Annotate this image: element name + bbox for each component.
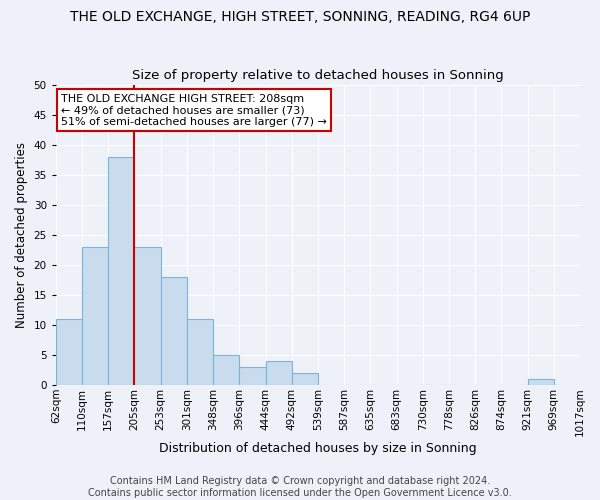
Text: THE OLD EXCHANGE, HIGH STREET, SONNING, READING, RG4 6UP: THE OLD EXCHANGE, HIGH STREET, SONNING, …: [70, 10, 530, 24]
Bar: [82, 247, 108, 385]
Bar: [265, 361, 292, 385]
Bar: [187, 319, 213, 385]
Bar: [292, 373, 318, 385]
X-axis label: Distribution of detached houses by size in Sonning: Distribution of detached houses by size …: [159, 442, 477, 455]
Y-axis label: Number of detached properties: Number of detached properties: [15, 142, 28, 328]
Text: THE OLD EXCHANGE HIGH STREET: 208sqm
← 49% of detached houses are smaller (73)
5: THE OLD EXCHANGE HIGH STREET: 208sqm ← 4…: [61, 94, 327, 127]
Bar: [56, 319, 82, 385]
Bar: [134, 247, 161, 385]
Text: Contains HM Land Registry data © Crown copyright and database right 2024.
Contai: Contains HM Land Registry data © Crown c…: [88, 476, 512, 498]
Bar: [239, 367, 265, 385]
Bar: [527, 379, 554, 385]
Title: Size of property relative to detached houses in Sonning: Size of property relative to detached ho…: [132, 69, 504, 82]
Bar: [213, 355, 239, 385]
Bar: [108, 156, 134, 385]
Bar: [161, 277, 187, 385]
